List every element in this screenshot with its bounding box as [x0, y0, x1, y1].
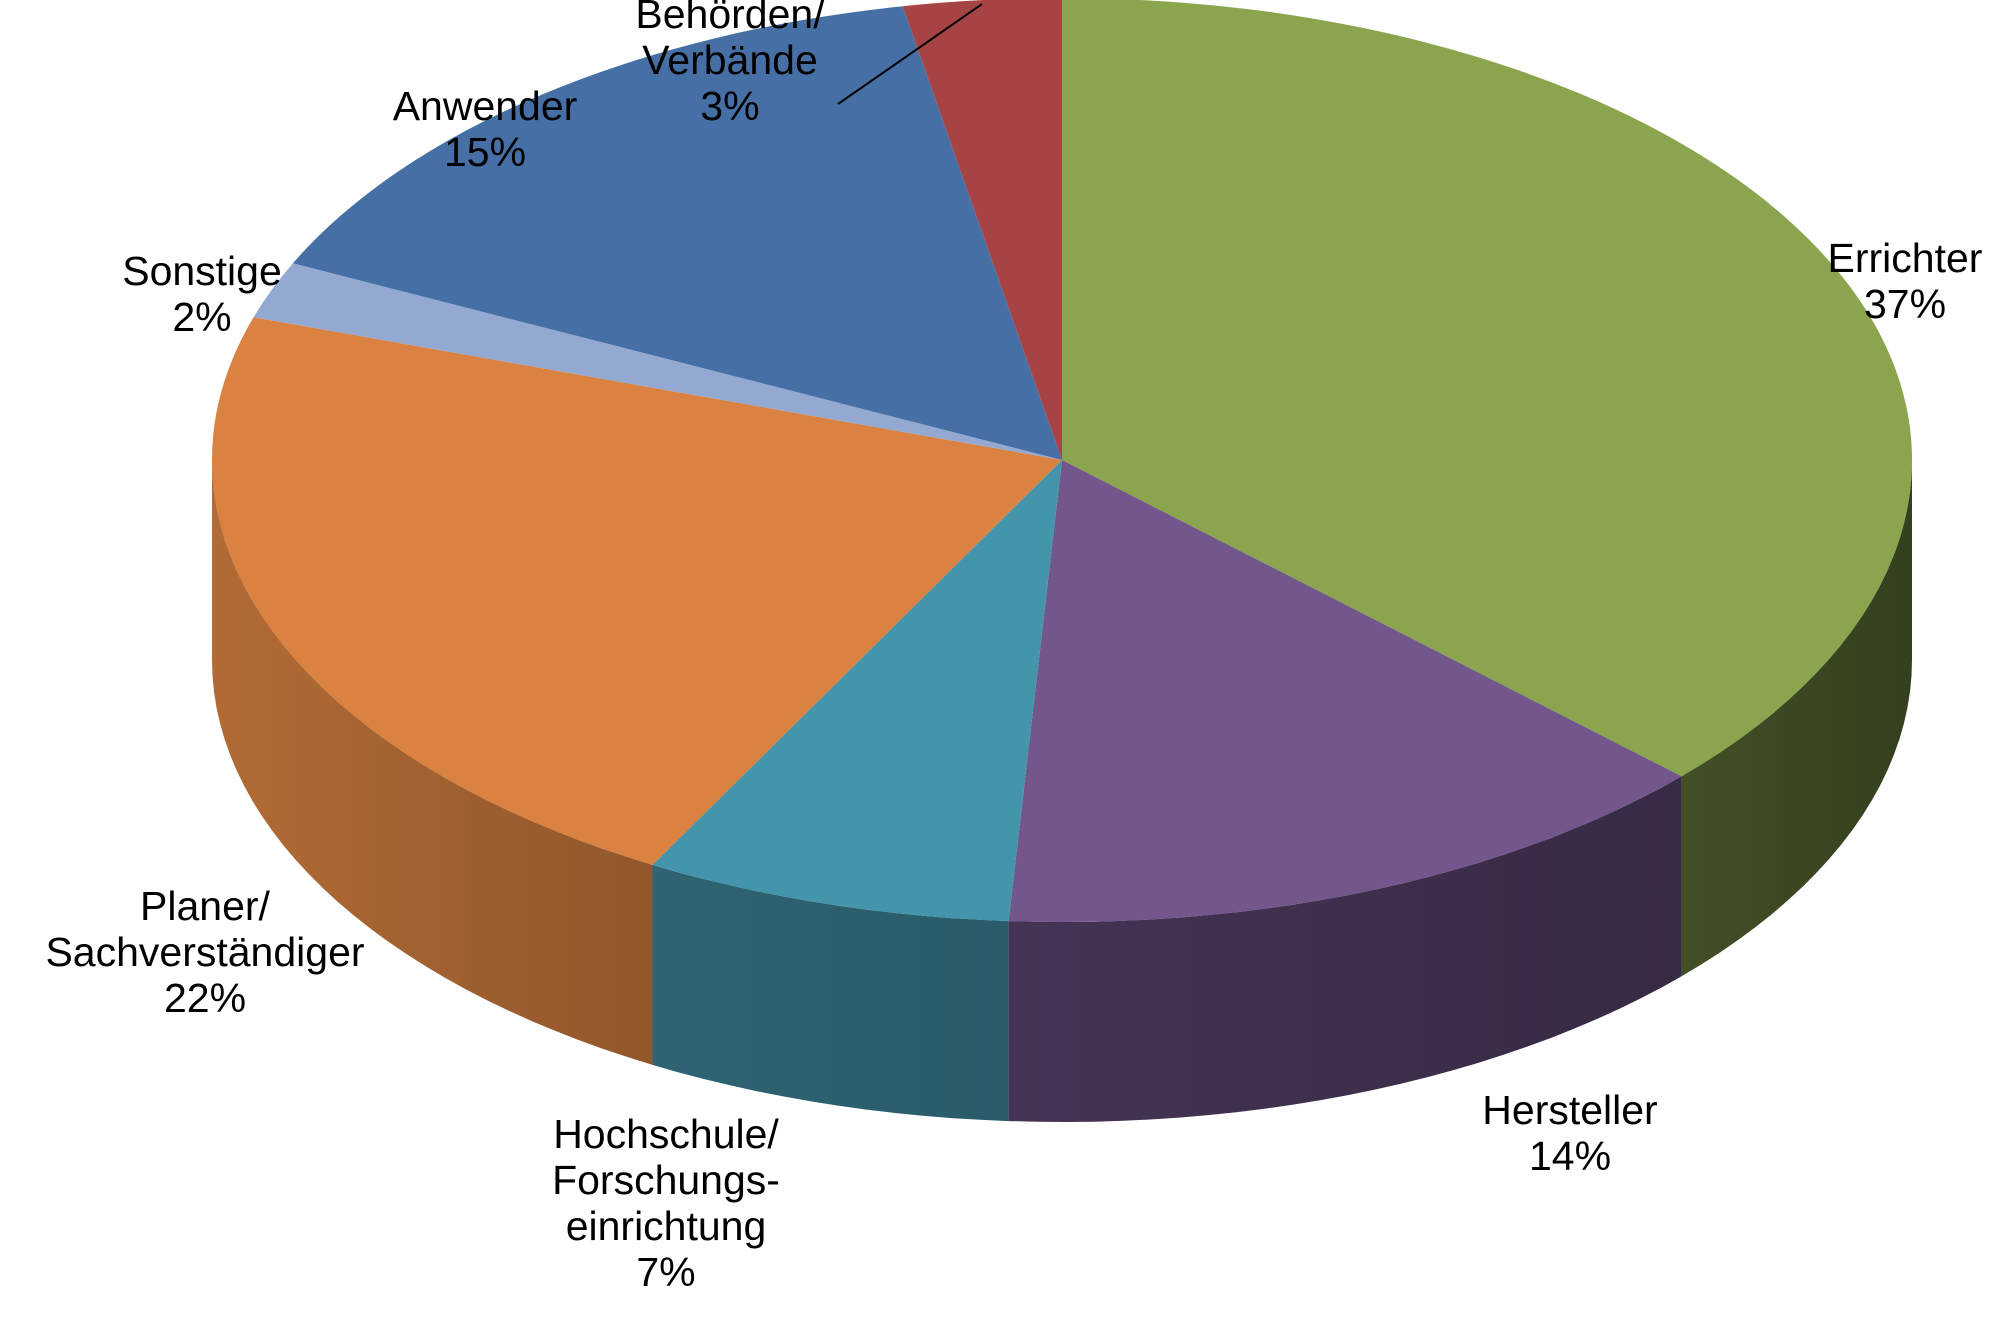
label-behoerden: Behörden/Verbände 3%	[635, 0, 825, 129]
label-hersteller: Hersteller 14%	[1482, 1087, 1657, 1179]
slice-errichter	[1062, 0, 1912, 777]
rim-errichter	[1681, 460, 1912, 977]
label-planer: Planer/Sachverständiger 22%	[45, 883, 364, 1021]
rim-hersteller	[1008, 776, 1682, 1122]
label-hochschule: Hochschule/Forschungs-einrichtung 7%	[552, 1111, 780, 1295]
slice-planer	[211, 317, 1063, 865]
slice-hochschule	[652, 460, 1062, 922]
rim-planer	[212, 460, 653, 1065]
label-anwender: Anwender 15%	[393, 83, 578, 175]
label-sonstige: Sonstige 2%	[122, 248, 282, 340]
pie-top	[211, 0, 1912, 923]
slice-behoerden	[902, 0, 1062, 460]
slice-sonstige	[253, 263, 1063, 460]
pie-rim	[212, 460, 1912, 1122]
rim-hochschule	[652, 864, 1009, 1122]
label-errichter: Errichter 37%	[1828, 235, 1983, 327]
slice-hersteller	[1008, 460, 1682, 923]
pie-labels: Errichter 37% Hersteller 14% Hochschule/Fors…	[45, 0, 1982, 1295]
slice-anwender	[292, 6, 1062, 460]
leader-line-behoerden	[837, 3, 983, 105]
